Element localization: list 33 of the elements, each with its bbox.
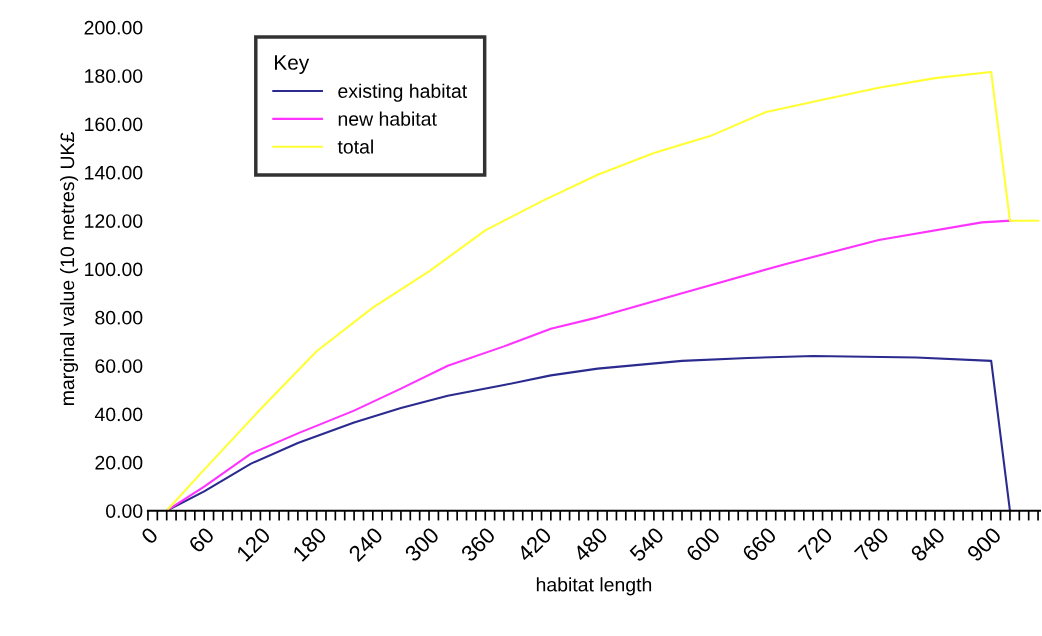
x-tick-label: 240 xyxy=(347,526,384,563)
y-axis-title: marginal value (10 metres) UK£ xyxy=(59,132,79,405)
x-tick-label: 60 xyxy=(187,526,216,554)
legend-label: total xyxy=(337,139,373,154)
y-tick-label: 0.00 xyxy=(106,504,143,518)
y-tick-label: 160.00 xyxy=(85,117,143,132)
x-tick-label: 600 xyxy=(685,526,722,563)
x-tick-label: 660 xyxy=(741,526,778,563)
x-tick-label: 900 xyxy=(966,526,1003,563)
x-tick-label: 480 xyxy=(572,526,609,563)
x-tick-label: 540 xyxy=(628,526,665,563)
x-tick-label: 0 xyxy=(140,526,159,545)
y-tick-label: 140.00 xyxy=(85,165,143,180)
x-tick-label: 780 xyxy=(853,526,890,563)
legend-title: Key xyxy=(275,55,310,74)
x-tick-label: 300 xyxy=(403,526,440,563)
x-tick-label: 840 xyxy=(909,526,946,563)
x-tick-label: 720 xyxy=(797,526,834,563)
y-tick-label: 200.00 xyxy=(84,20,143,35)
y-tick-label: 40.00 xyxy=(94,407,143,422)
y-tick-label: 120.00 xyxy=(85,214,143,228)
x-tick-label: 180 xyxy=(292,526,328,562)
legend-label: existing habitat xyxy=(338,83,468,102)
x-tick-label: 420 xyxy=(516,526,553,563)
y-tick-label: 180.00 xyxy=(85,69,143,83)
x-tick-label: 360 xyxy=(460,526,497,563)
x-tick-label: 120 xyxy=(235,526,272,562)
legend-label: new habitat xyxy=(338,111,437,126)
y-tick-label: 20.00 xyxy=(95,455,143,470)
x-axis-title: habitat length xyxy=(536,577,652,596)
y-tick-label: 60.00 xyxy=(95,359,143,373)
y-tick-label: 80.00 xyxy=(95,310,143,325)
y-tick-label: 100.00 xyxy=(85,262,143,277)
